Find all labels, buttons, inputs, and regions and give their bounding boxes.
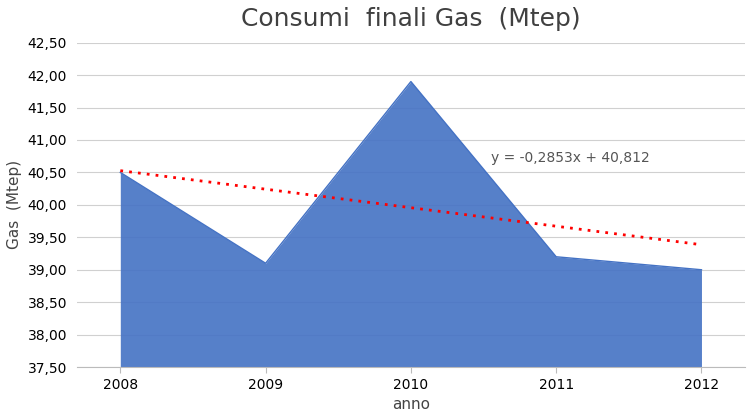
Y-axis label: Gas  (Mtep): Gas (Mtep) bbox=[7, 160, 22, 249]
X-axis label: anno: anno bbox=[392, 397, 430, 412]
Title: Consumi  finali Gas  (Mtep): Consumi finali Gas (Mtep) bbox=[241, 7, 581, 31]
Text: y = -0,2853x + 40,812: y = -0,2853x + 40,812 bbox=[491, 151, 650, 165]
